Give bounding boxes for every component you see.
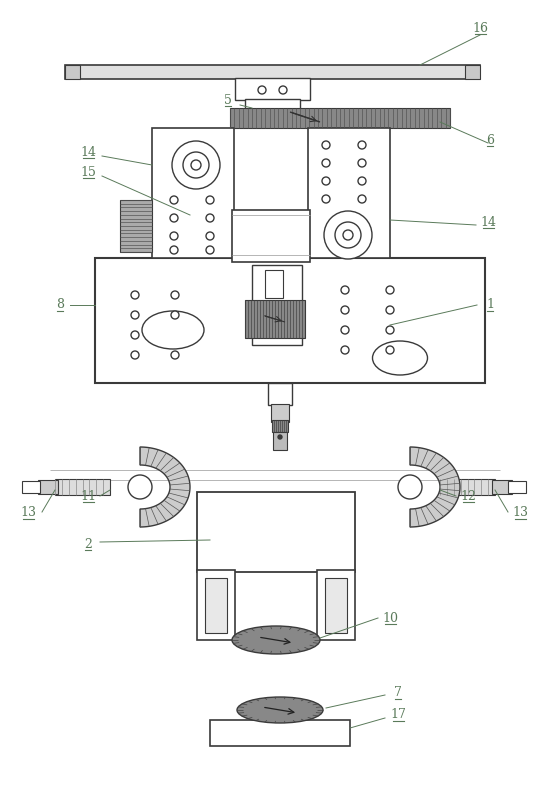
Bar <box>197 492 355 572</box>
Circle shape <box>128 475 152 499</box>
Bar <box>465 65 480 79</box>
Circle shape <box>171 291 179 299</box>
Bar <box>271 404 289 422</box>
Text: 13: 13 <box>512 507 528 519</box>
Text: 5: 5 <box>224 93 232 106</box>
Bar <box>440 479 495 495</box>
Bar <box>508 481 526 493</box>
Circle shape <box>386 286 394 294</box>
Bar <box>65 65 480 79</box>
Bar <box>55 479 110 495</box>
Bar <box>22 481 40 493</box>
Polygon shape <box>410 447 460 527</box>
Circle shape <box>386 306 394 314</box>
Circle shape <box>386 326 394 334</box>
Circle shape <box>398 475 422 499</box>
Circle shape <box>335 222 361 248</box>
Text: 14: 14 <box>80 145 96 159</box>
Circle shape <box>322 141 330 149</box>
Circle shape <box>171 311 179 319</box>
Bar <box>325 578 347 633</box>
Text: 12: 12 <box>460 489 476 503</box>
Circle shape <box>341 306 349 314</box>
Text: 7: 7 <box>394 686 402 700</box>
Circle shape <box>358 159 366 167</box>
Bar <box>265 270 283 298</box>
Text: 16: 16 <box>472 22 488 34</box>
Circle shape <box>206 196 214 204</box>
Circle shape <box>358 195 366 203</box>
Ellipse shape <box>232 626 320 654</box>
Circle shape <box>386 346 394 354</box>
Bar <box>120 200 152 252</box>
Text: 2: 2 <box>84 538 92 551</box>
Circle shape <box>206 214 214 222</box>
Circle shape <box>131 291 139 299</box>
Bar <box>205 578 227 633</box>
Circle shape <box>358 177 366 185</box>
Bar <box>308 128 390 258</box>
Text: 15: 15 <box>80 165 96 179</box>
Text: 11: 11 <box>80 489 96 503</box>
Bar <box>235 78 310 100</box>
Text: 6: 6 <box>486 133 494 147</box>
Circle shape <box>322 195 330 203</box>
Bar <box>210 720 350 746</box>
Circle shape <box>131 331 139 339</box>
Circle shape <box>324 211 372 259</box>
Circle shape <box>171 351 179 359</box>
Bar <box>245 300 305 338</box>
Bar <box>268 383 292 405</box>
Circle shape <box>322 159 330 167</box>
Bar <box>197 570 235 640</box>
Circle shape <box>341 286 349 294</box>
Circle shape <box>343 230 353 240</box>
Circle shape <box>278 435 282 439</box>
Circle shape <box>170 196 178 204</box>
Circle shape <box>358 141 366 149</box>
Polygon shape <box>140 447 190 527</box>
Text: 13: 13 <box>20 507 36 519</box>
Circle shape <box>341 346 349 354</box>
Bar <box>65 65 80 79</box>
Circle shape <box>183 152 209 178</box>
Circle shape <box>131 311 139 319</box>
Text: 10: 10 <box>382 611 398 625</box>
Circle shape <box>170 214 178 222</box>
Bar <box>95 258 485 383</box>
Bar <box>317 570 355 640</box>
Bar <box>492 480 512 494</box>
Circle shape <box>131 351 139 359</box>
Bar <box>38 480 58 494</box>
Circle shape <box>258 86 266 94</box>
Circle shape <box>170 232 178 240</box>
Ellipse shape <box>142 311 204 349</box>
Circle shape <box>279 86 287 94</box>
Circle shape <box>341 326 349 334</box>
Bar <box>152 128 234 258</box>
Text: 8: 8 <box>56 298 64 311</box>
Bar <box>273 432 287 450</box>
Bar <box>232 210 310 262</box>
Circle shape <box>322 177 330 185</box>
Bar <box>272 420 288 432</box>
Bar <box>230 108 450 128</box>
Text: 17: 17 <box>390 709 406 721</box>
Circle shape <box>172 141 220 189</box>
Text: 1: 1 <box>486 298 494 311</box>
Ellipse shape <box>237 697 323 723</box>
Text: 14: 14 <box>480 215 496 228</box>
Circle shape <box>191 160 201 170</box>
Circle shape <box>170 246 178 254</box>
Bar <box>252 265 302 345</box>
Circle shape <box>206 232 214 240</box>
Bar <box>245 99 300 109</box>
Ellipse shape <box>373 341 427 375</box>
Circle shape <box>206 246 214 254</box>
